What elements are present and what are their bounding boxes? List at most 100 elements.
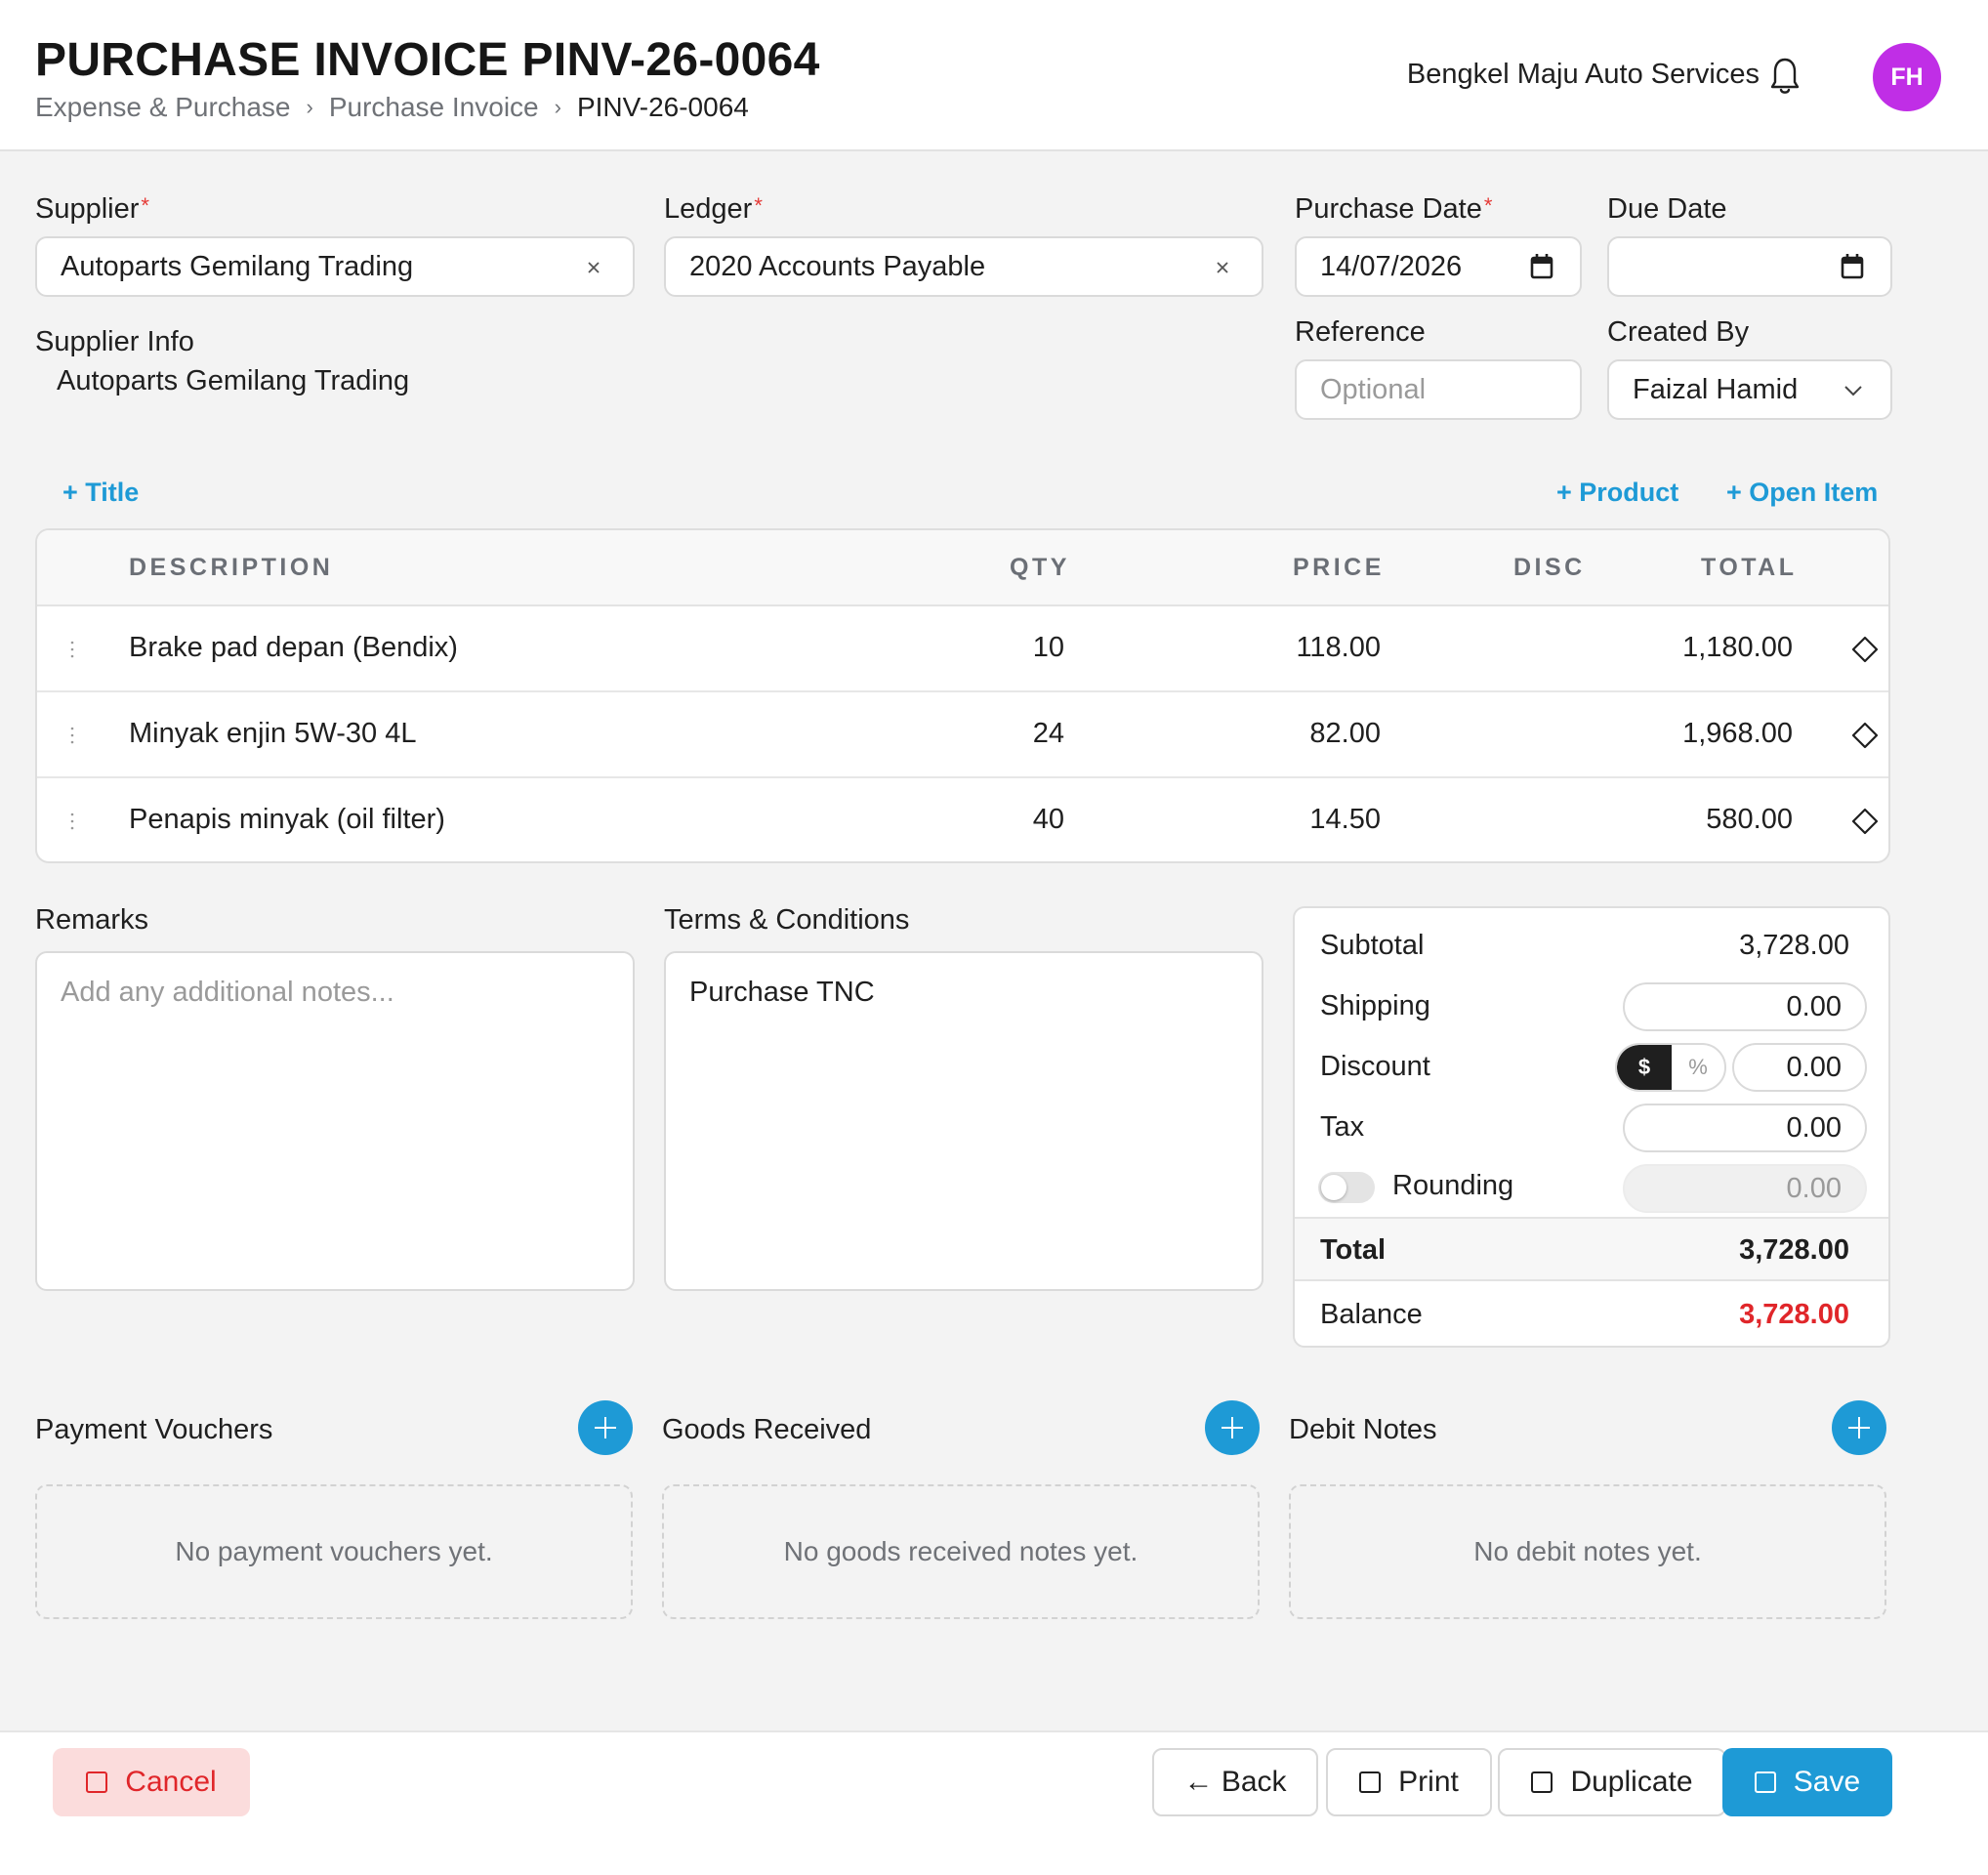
due-date-input[interactable] (1607, 236, 1892, 297)
table-row[interactable]: Penapis minyak (oil filter) 40 14.50 580… (37, 778, 1888, 861)
add-goods-received-button[interactable] (1205, 1400, 1260, 1455)
purchase-date-input[interactable]: 14/07/2026 (1295, 236, 1582, 297)
item-qty: 40 (1032, 804, 1064, 835)
remarks-label: Remarks (35, 904, 149, 936)
supplier-info-value: Autoparts Gemilang Trading (57, 365, 410, 396)
debit-notes-title: Debit Notes (1289, 1414, 1437, 1445)
bell-icon[interactable] (1769, 57, 1801, 96)
reference-input[interactable]: Optional (1295, 359, 1582, 420)
footer-actions: Cancel ← Back Print Duplicate Save (0, 1730, 1988, 1875)
duplicate-label: Duplicate (1570, 1766, 1693, 1798)
table-row[interactable]: Minyak enjin 5W-30 4L 24 82.00 1,968.00 (37, 692, 1888, 778)
add-open-item-button[interactable]: + Open Item (1726, 478, 1879, 507)
duplicate-button[interactable]: Duplicate (1498, 1748, 1726, 1816)
item-description: Minyak enjin 5W-30 4L (129, 718, 417, 749)
created-by-label: Created By (1607, 316, 1750, 348)
print-button[interactable]: Print (1326, 1748, 1492, 1816)
created-by-value: Faizal Hamid (1633, 373, 1799, 405)
drag-handle-icon[interactable] (68, 726, 76, 745)
purchase-date-value: 14/07/2026 (1320, 250, 1463, 282)
drag-handle-icon[interactable] (68, 640, 76, 659)
clear-icon[interactable] (1211, 254, 1236, 279)
page-header: PURCHASE INVOICE PINV-26-0064 Expense & … (0, 0, 1988, 151)
add-payment-voucher-button[interactable] (578, 1400, 633, 1455)
goods-received-title: Goods Received (662, 1414, 872, 1445)
balance-label: Balance (1320, 1299, 1423, 1330)
calendar-icon[interactable] (1840, 252, 1865, 281)
duplicate-icon (1531, 1771, 1553, 1793)
supplier-select[interactable]: Autoparts Gemilang Trading (35, 236, 635, 297)
discount-label: Discount (1320, 1051, 1430, 1082)
tax-input[interactable]: 0.00 (1623, 1104, 1867, 1152)
breadcrumb-item-purchase-invoice[interactable]: Purchase Invoice (328, 92, 539, 122)
back-button[interactable]: ← Back (1152, 1748, 1318, 1816)
divider (1295, 1217, 1888, 1219)
ledger-label: Ledger* (664, 193, 763, 225)
ledger-select[interactable]: 2020 Accounts Payable (664, 236, 1263, 297)
drag-handle-icon[interactable] (68, 812, 76, 831)
item-price: 14.50 (1309, 804, 1381, 835)
save-label: Save (1793, 1766, 1861, 1798)
item-qty: 10 (1032, 632, 1064, 663)
reference-label: Reference (1295, 316, 1426, 348)
avatar[interactable]: FH (1873, 43, 1941, 111)
company-name[interactable]: Bengkel Maju Auto Services (1406, 59, 1760, 90)
shipping-label: Shipping (1320, 990, 1430, 1021)
reference-placeholder: Optional (1320, 373, 1427, 405)
shipping-input[interactable]: 0.00 (1623, 982, 1867, 1031)
total-value: 3,728.00 (1739, 1234, 1849, 1266)
payment-vouchers-empty: No payment vouchers yet. (35, 1484, 633, 1619)
item-total: 580.00 (1706, 804, 1793, 835)
ledger-value: 2020 Accounts Payable (689, 250, 986, 282)
rounding-toggle[interactable] (1318, 1172, 1375, 1203)
discount-mode-amount[interactable]: $ (1617, 1045, 1672, 1090)
supplier-value: Autoparts Gemilang Trading (61, 250, 414, 282)
remarks-textarea[interactable]: Add any additional notes... (35, 951, 635, 1291)
page-title: PURCHASE INVOICE PINV-26-0064 (35, 34, 820, 86)
summary-panel: Subtotal 3,728.00 Shipping 0.00 Discount… (1293, 906, 1890, 1348)
save-button[interactable]: Save (1722, 1748, 1892, 1816)
purchase-date-label: Purchase Date* (1295, 193, 1493, 225)
discount-mode-percent[interactable]: % (1688, 1055, 1708, 1079)
cancel-label: Cancel (125, 1766, 217, 1798)
remarks-placeholder: Add any additional notes... (61, 977, 394, 1008)
supplier-label: Supplier* (35, 193, 149, 225)
payment-vouchers-title: Payment Vouchers (35, 1414, 273, 1445)
clear-icon[interactable] (582, 254, 607, 279)
print-label: Print (1398, 1766, 1459, 1798)
discount-value: 0.00 (1786, 1051, 1842, 1083)
item-price: 118.00 (1296, 632, 1381, 663)
diamond-icon[interactable] (1851, 722, 1879, 749)
plus-icon (595, 1417, 616, 1438)
column-total: TOTAL (1701, 554, 1798, 581)
terms-textarea[interactable]: Purchase TNC (664, 951, 1263, 1291)
add-product-button[interactable]: + Product (1556, 478, 1679, 507)
add-title-button[interactable]: + Title (62, 478, 140, 507)
back-label: ← Back (1183, 1766, 1287, 1798)
breadcrumb-item-current: PINV-26-0064 (576, 92, 749, 122)
terms-value: Purchase TNC (689, 977, 875, 1008)
save-icon (1754, 1771, 1776, 1793)
items-table-header: DESCRIPTION QTY PRICE DISC TOTAL (37, 530, 1888, 606)
created-by-select[interactable]: Faizal Hamid (1607, 359, 1892, 420)
cancel-icon (86, 1771, 108, 1793)
item-description: Penapis minyak (oil filter) (129, 804, 445, 835)
divider (1295, 1279, 1888, 1281)
debit-notes-empty: No debit notes yet. (1289, 1484, 1886, 1619)
terms-label: Terms & Conditions (664, 904, 910, 936)
breadcrumb: Expense & Purchase › Purchase Invoice › … (35, 92, 749, 123)
column-disc: DISC (1513, 554, 1586, 581)
add-debit-note-button[interactable] (1832, 1400, 1886, 1455)
diamond-icon[interactable] (1851, 636, 1879, 663)
diamond-icon[interactable] (1851, 808, 1879, 835)
cancel-button[interactable]: Cancel (53, 1748, 250, 1816)
tax-label: Tax (1320, 1111, 1365, 1143)
breadcrumb-item-expense-purchase[interactable]: Expense & Purchase (35, 92, 291, 122)
toggle-knob (1321, 1175, 1346, 1200)
print-icon (1359, 1771, 1382, 1793)
table-row[interactable]: Brake pad depan (Bendix) 10 118.00 1,180… (37, 606, 1888, 692)
calendar-icon[interactable] (1529, 252, 1554, 281)
subtotal-label: Subtotal (1320, 930, 1425, 961)
discount-input[interactable]: 0.00 (1732, 1043, 1867, 1092)
total-label: Total (1320, 1234, 1387, 1266)
